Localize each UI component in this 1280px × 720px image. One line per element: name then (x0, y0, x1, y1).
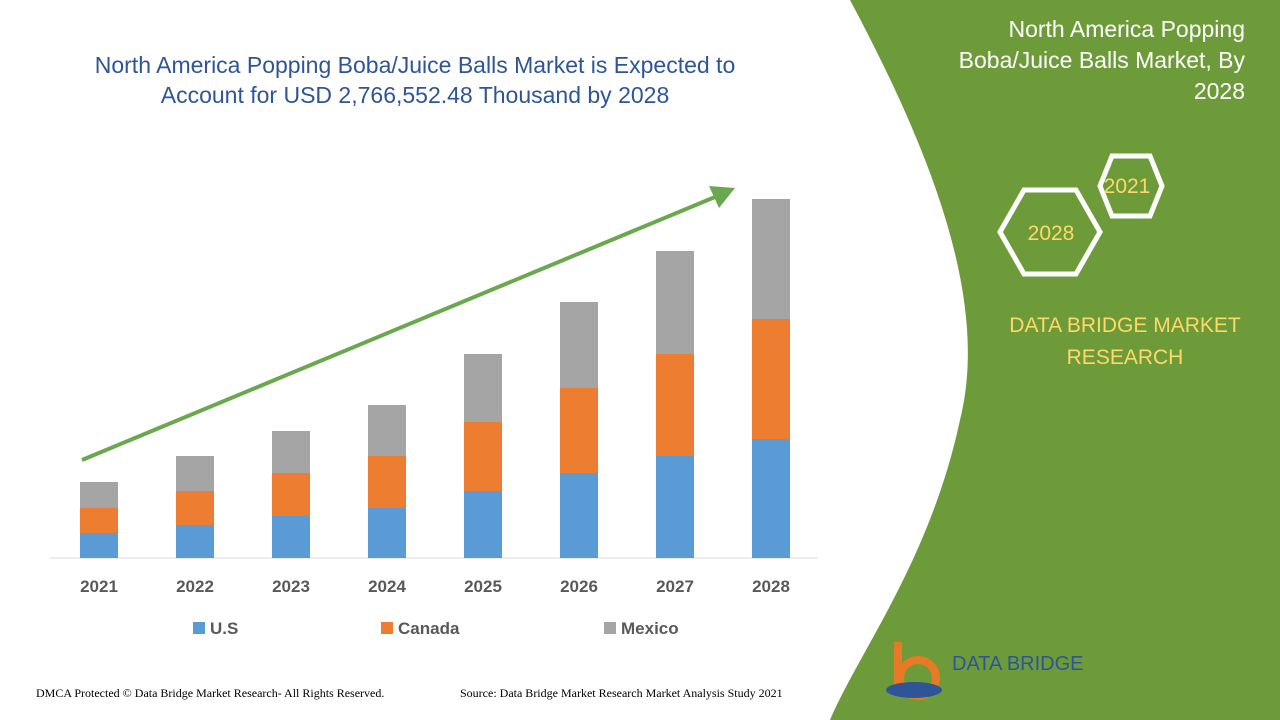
legend-label: Canada (398, 619, 460, 638)
bar-segment (656, 456, 694, 558)
x-tick-label: 2027 (656, 577, 694, 596)
bar-segment (368, 405, 406, 456)
hexagon (1097, 153, 1165, 219)
bar-segment (560, 473, 598, 558)
logo-text: DATA BRIDGE (952, 653, 1084, 675)
footer-right: Source: Data Bridge Market Research Mark… (460, 686, 783, 700)
bar-segment (176, 525, 214, 558)
x-tick-label: 2024 (368, 577, 406, 596)
legend-label: U.S (210, 619, 238, 638)
x-tick-label: 2022 (176, 577, 214, 596)
x-tick-label: 2028 (752, 577, 790, 596)
legend-swatch (381, 622, 393, 634)
footer-left: DMCA Protected © Data Bridge Market Rese… (36, 686, 384, 700)
x-tick-label: 2025 (464, 577, 502, 596)
trend-arrow (81, 195, 716, 462)
bar-segment (368, 456, 406, 508)
bar-segment (272, 473, 310, 516)
title-box: North America Popping Boba/Juice Balls M… (94, 52, 736, 108)
bar-segment (176, 456, 214, 491)
brand-box: DATA BRIDGE MARKET RESEARCH (1009, 314, 1241, 369)
bar-segment (272, 516, 310, 558)
bar-segment (80, 508, 118, 533)
legend-swatch (604, 622, 616, 634)
chart-title: North America Popping Boba/Juice Balls M… (94, 52, 736, 108)
bar-segment (560, 388, 598, 473)
hexagon (997, 187, 1103, 277)
trend-arrowhead (709, 186, 735, 208)
panel-title: North America Popping Boba/Juice Balls M… (958, 16, 1245, 104)
x-tick-label: 2021 (80, 577, 118, 596)
x-tick-label: 2026 (560, 577, 598, 596)
bar-segment (80, 533, 118, 558)
bar-segment (464, 491, 502, 558)
bar-segment (368, 508, 406, 558)
bar-segment (752, 319, 790, 439)
bar-segment (560, 302, 598, 388)
bar-segment (464, 422, 502, 491)
bar-segment (272, 431, 310, 473)
brand: DATA BRIDGE MARKET RESEARCH (1009, 314, 1241, 369)
legend-label: Mexico (621, 619, 679, 638)
bar-segment (752, 439, 790, 558)
legend-swatch (193, 622, 205, 634)
bar-segment (176, 491, 214, 525)
bar-segment (656, 354, 694, 456)
hex-label: 2021 (1104, 175, 1151, 198)
side-panel (830, 0, 1280, 720)
logo-mark (886, 682, 942, 698)
bar-segment (80, 482, 118, 508)
x-tick-label: 2023 (272, 577, 310, 596)
bar-segment (464, 354, 502, 422)
bar-segment (752, 199, 790, 319)
panel-title-box: North America Popping Boba/Juice Balls M… (958, 16, 1245, 104)
bar-segment (656, 251, 694, 354)
hex-label: 2028 (1028, 222, 1075, 245)
